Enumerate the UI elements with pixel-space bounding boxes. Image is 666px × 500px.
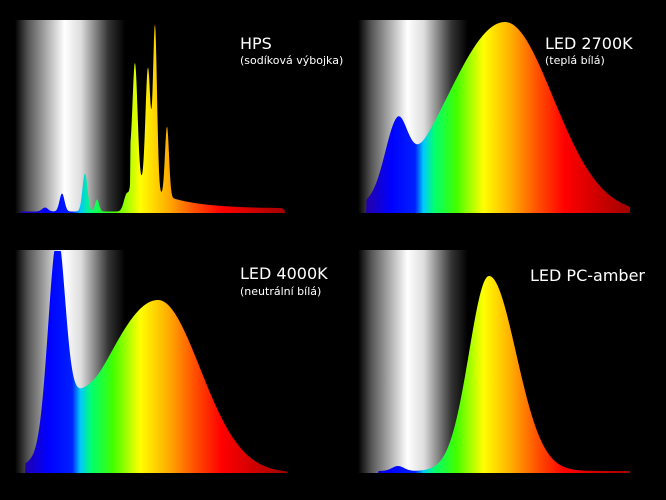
- panel-subtitle: (sodíková výbojka): [240, 54, 343, 67]
- spectrum: [15, 24, 287, 213]
- spectrum: [358, 22, 630, 213]
- gray-band: [358, 250, 468, 473]
- panels: [15, 20, 630, 473]
- spectrum: [15, 251, 287, 473]
- panel-title: HPS: [240, 34, 272, 53]
- panel-title: LED 2700K: [545, 34, 633, 53]
- panel-subtitle: (teplá bílá): [545, 54, 605, 67]
- spectrum: [358, 276, 630, 473]
- panel-title: LED 4000K: [240, 264, 328, 283]
- panel-title: LED PC-amber: [530, 266, 645, 285]
- gray-band: [15, 20, 125, 213]
- panel-subtitle: (neutrální bílá): [240, 285, 321, 298]
